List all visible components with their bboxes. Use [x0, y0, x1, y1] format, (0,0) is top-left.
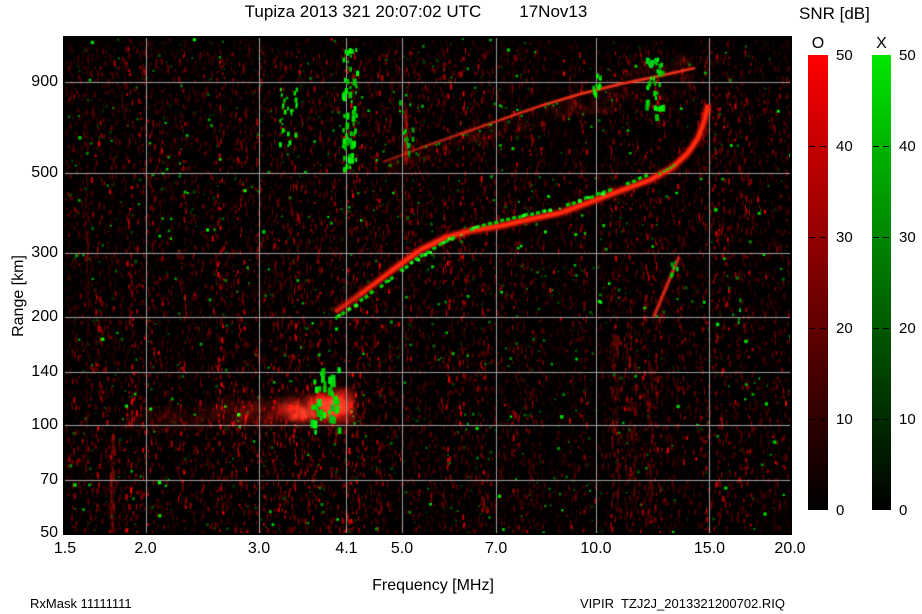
y-tick-label: 140 [31, 363, 58, 381]
x-tick-label: 5.0 [390, 540, 414, 557]
x-tick-label: 10.0 [580, 540, 612, 557]
colorbar-tick-mark [873, 146, 879, 147]
colorbar-tick-mark [820, 328, 826, 329]
colorbar-tick-mark [820, 237, 826, 238]
colorbar-tick-mark [873, 328, 879, 329]
x-mode-colorbar [872, 55, 891, 510]
x-tick-label: 15.0 [693, 540, 726, 557]
source-file-label: VIPIR TZJ2J_2013321200702.RIQ [580, 596, 785, 611]
y-tick-label: 300 [31, 244, 58, 262]
y-tick-label: 50 [40, 524, 58, 541]
o-colorbar-tick-label: 10 [836, 411, 853, 428]
x-tick-label: 2.0 [134, 540, 157, 557]
x-tick-label: 3.0 [247, 540, 271, 557]
rxmask-status: RxMask 11111111 [30, 596, 132, 611]
x-tick-label: 7.0 [485, 540, 508, 557]
x-colorbar-tick-label: 40 [899, 138, 916, 155]
y-axis-title: Range [km] [10, 255, 27, 337]
y-tick-label: 70 [40, 471, 58, 489]
y-tick-label: 900 [31, 72, 58, 90]
o-colorbar-tick-label: 50 [836, 47, 853, 64]
colorbar-tick-mark [809, 146, 815, 147]
colorbar-tick-mark [820, 419, 826, 420]
o-mode-label: O [811, 35, 825, 52]
o-colorbar-tick-label: 40 [836, 138, 853, 155]
colorbar-tick-mark [883, 237, 889, 238]
y-tick-label: 100 [31, 415, 58, 433]
colorbar-tick-mark [820, 146, 826, 147]
y-tick-label: 500 [31, 164, 58, 182]
o-colorbar-tick-label: 20 [836, 320, 853, 337]
ionogram-canvas [65, 38, 790, 533]
plot-title: Tupiza 2013 321 20:07:02 UTC [244, 2, 482, 21]
o-colorbar-tick-label: 30 [836, 229, 853, 246]
x-mode-label: X [876, 35, 887, 52]
colorbar-tick-mark [883, 419, 889, 420]
y-tick-label: 200 [31, 307, 58, 325]
colorbar-tick-mark [873, 237, 879, 238]
colorbar-tick-mark [873, 419, 879, 420]
x-colorbar-tick-label: 50 [899, 47, 916, 64]
x-colorbar-tick-label: 10 [899, 411, 916, 428]
colorbar-tick-mark [809, 328, 815, 329]
plot-date: 17Nov13 [519, 2, 588, 21]
x-tick-label: 1.5 [53, 540, 77, 557]
x-tick-label: 20.0 [774, 540, 806, 557]
plot-title-row: Tupiza 2013 321 20:07:02 UTC 17Nov13 [0, 2, 832, 22]
plot-frame [63, 36, 792, 535]
colorbar-tick-mark [883, 146, 889, 147]
o-mode-colorbar [808, 55, 828, 510]
x-colorbar-tick-label: 30 [899, 229, 916, 246]
x-colorbar-tick-label: 0 [899, 502, 908, 519]
x-tick-label: 4.1 [335, 540, 358, 557]
x-axis-title: Frequency [MHz] [372, 577, 494, 594]
colorbar-tick-mark [809, 237, 815, 238]
x-colorbar-tick-label: 20 [899, 320, 916, 337]
o-colorbar-tick-label: 0 [836, 502, 845, 519]
snr-legend-title: SNR [dB] [799, 4, 870, 23]
colorbar-tick-mark [883, 328, 889, 329]
colorbar-tick-mark [809, 419, 815, 420]
